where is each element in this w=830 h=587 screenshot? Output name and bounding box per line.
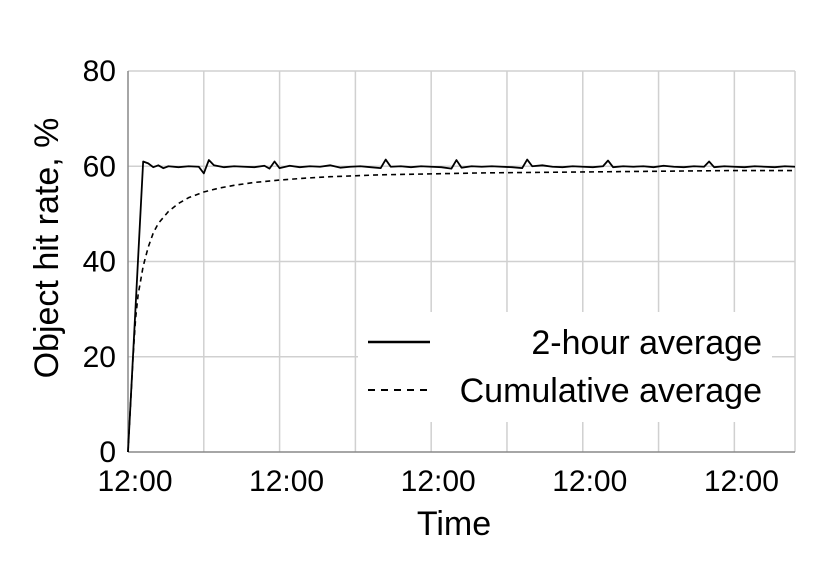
y-tick-label: 80 [83, 55, 116, 88]
legend: 2-hour average Cumulative average [368, 324, 762, 410]
legend-background [358, 312, 772, 422]
legend-label-2-hour-average: 2-hour average [531, 324, 762, 362]
series-lines [127, 158, 796, 453]
axes [127, 71, 795, 453]
x-tick-label: 12:00 [552, 465, 627, 498]
x-tick-label: 12:00 [704, 465, 779, 498]
series-line-cumulative-average [127, 169, 795, 453]
y-tick-label: 20 [83, 341, 116, 374]
series-line-2-hour-average [127, 158, 796, 453]
legend-label-cumulative-average: Cumulative average [460, 372, 762, 410]
y-tick-label: 60 [83, 150, 116, 183]
x-tick-labels: 12:00 12:00 12:00 12:00 12:00 [97, 465, 778, 498]
x-tick-label: 12:00 [249, 465, 324, 498]
x-tick-label: 12:00 [97, 465, 172, 498]
x-tick-label: 12:00 [401, 465, 476, 498]
y-axis-title: Object hit rate, % [28, 118, 66, 379]
x-axis-title: Time [417, 505, 491, 543]
y-tick-label: 0 [99, 436, 116, 469]
y-tick-label: 40 [83, 246, 116, 279]
y-tick-labels: 0 20 40 60 80 [83, 55, 116, 469]
